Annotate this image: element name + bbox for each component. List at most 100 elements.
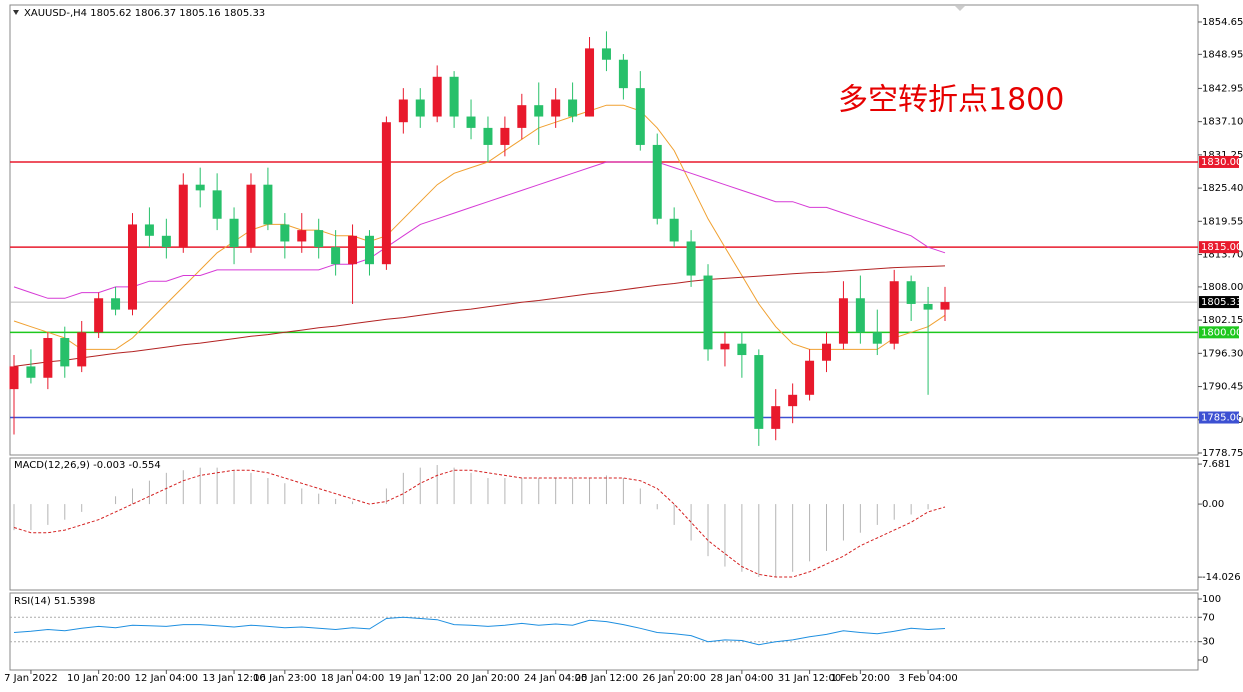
candle-body bbox=[838, 298, 848, 344]
y-tick-label: 1796.30 bbox=[1202, 348, 1243, 359]
level-label: 1815.00 bbox=[1201, 242, 1242, 253]
level-label-box bbox=[1199, 155, 1239, 168]
candle-body bbox=[60, 338, 70, 367]
candle-body bbox=[720, 343, 730, 350]
chart-title: XAUUSD-,H4 1805.62 1806.37 1805.16 1805.… bbox=[24, 8, 265, 19]
candle-body bbox=[449, 76, 459, 117]
candle-body bbox=[9, 366, 19, 390]
last-price-label: 1805.33 bbox=[1201, 297, 1242, 308]
moving-average bbox=[13, 104, 946, 350]
x-tick-label: 16 Jan 23:00 bbox=[253, 673, 316, 684]
level-label-box bbox=[1199, 326, 1239, 339]
candle-body bbox=[43, 338, 53, 378]
x-tick-label: 19 Jan 12:00 bbox=[389, 673, 452, 684]
candle-body bbox=[111, 298, 121, 310]
candle-body bbox=[534, 105, 544, 117]
candle-body bbox=[246, 184, 256, 248]
x-tick-label: 1 Feb 20:00 bbox=[831, 673, 890, 684]
candle-body bbox=[178, 184, 188, 248]
candle-body bbox=[788, 394, 798, 407]
y-tick-label: -14.026 bbox=[1202, 572, 1241, 583]
level-label-box bbox=[1199, 241, 1239, 254]
candle-body bbox=[686, 241, 696, 276]
candle-body bbox=[601, 48, 611, 60]
candle-body bbox=[280, 224, 290, 242]
candle-body bbox=[26, 366, 36, 378]
macd-signal bbox=[13, 469, 946, 578]
candle-body bbox=[737, 343, 747, 356]
candle-body bbox=[822, 343, 832, 361]
candle-body bbox=[415, 99, 425, 117]
moving-average bbox=[13, 265, 946, 367]
y-tick-label: 7.681 bbox=[1202, 459, 1231, 470]
candle-body bbox=[483, 127, 493, 145]
main-pane-frame bbox=[9, 4, 1199, 456]
candle-body bbox=[466, 116, 476, 128]
x-tick-label: 18 Jan 04:00 bbox=[321, 673, 384, 684]
level-label-box bbox=[1199, 411, 1239, 424]
candle-body bbox=[94, 298, 104, 333]
x-tick-label: 31 Jan 12:00 bbox=[778, 673, 841, 684]
candle-body bbox=[940, 302, 950, 310]
macd-pane-frame bbox=[9, 457, 1199, 591]
y-tick-label: 70 bbox=[1202, 612, 1215, 623]
candle-body bbox=[229, 218, 239, 248]
x-tick-label: 26 Jan 20:00 bbox=[642, 673, 705, 684]
candle-body bbox=[381, 122, 391, 265]
candle-body bbox=[771, 406, 781, 429]
candle-body bbox=[754, 355, 764, 429]
y-tick-label: 1819.55 bbox=[1202, 216, 1243, 227]
y-tick-label: 100 bbox=[1202, 594, 1221, 605]
level-label: 1800.00 bbox=[1201, 327, 1242, 338]
macd-title: MACD(12,26,9) -0.003 -0.554 bbox=[14, 460, 161, 471]
y-tick-label: 1831.25 bbox=[1202, 150, 1243, 161]
scroll-marker bbox=[955, 6, 965, 11]
candle-body bbox=[432, 76, 442, 117]
candle-body bbox=[314, 230, 324, 248]
y-tick-label: 1808.00 bbox=[1202, 282, 1243, 293]
candle-body bbox=[855, 298, 865, 333]
y-tick-label: 1790.45 bbox=[1202, 382, 1243, 393]
y-tick-label: 0 bbox=[1202, 655, 1208, 666]
rsi-pane-frame bbox=[9, 592, 1199, 671]
candle-body bbox=[127, 224, 137, 310]
candle-body bbox=[618, 59, 628, 89]
y-tick-label: 1778.75 bbox=[1202, 448, 1243, 459]
candle-body bbox=[568, 99, 578, 117]
y-tick-label: 30 bbox=[1202, 637, 1215, 648]
y-tick-label: 1802.15 bbox=[1202, 315, 1243, 326]
candle-body bbox=[652, 144, 662, 219]
y-tick-label: 0.00 bbox=[1202, 499, 1224, 510]
candle-body bbox=[551, 99, 561, 117]
candle-body bbox=[906, 281, 916, 304]
candle-body bbox=[398, 99, 408, 123]
x-tick-label: 20 Jan 20:00 bbox=[456, 673, 519, 684]
candle-body bbox=[263, 184, 273, 225]
x-tick-label: 7 Jan 2022 bbox=[4, 673, 58, 684]
candle-body bbox=[805, 360, 815, 395]
candle-body bbox=[703, 275, 713, 350]
rsi-title: RSI(14) 51.5398 bbox=[14, 596, 95, 607]
level-label: 1785.00 bbox=[1201, 413, 1242, 424]
candle-body bbox=[669, 218, 679, 242]
candle-body bbox=[635, 88, 645, 145]
candle-body bbox=[77, 332, 87, 367]
candle-body bbox=[297, 230, 307, 242]
candle-body bbox=[889, 281, 899, 344]
y-tick-label: 1813.70 bbox=[1202, 250, 1243, 261]
last-price-box bbox=[1199, 296, 1239, 309]
candle-body bbox=[872, 332, 882, 344]
candle-body bbox=[348, 235, 358, 265]
symbol-menu-icon[interactable] bbox=[13, 10, 19, 15]
moving-average bbox=[13, 161, 946, 299]
candle-body bbox=[517, 105, 527, 128]
annotation: 多空转折点1800 bbox=[838, 83, 1064, 118]
candle-body bbox=[500, 127, 510, 145]
x-tick-label: 3 Feb 04:00 bbox=[898, 673, 957, 684]
candle-body bbox=[195, 184, 205, 191]
level-label: 1830.00 bbox=[1201, 157, 1242, 168]
candle-body bbox=[212, 190, 222, 219]
y-tick-label: 1854.65 bbox=[1202, 17, 1243, 28]
